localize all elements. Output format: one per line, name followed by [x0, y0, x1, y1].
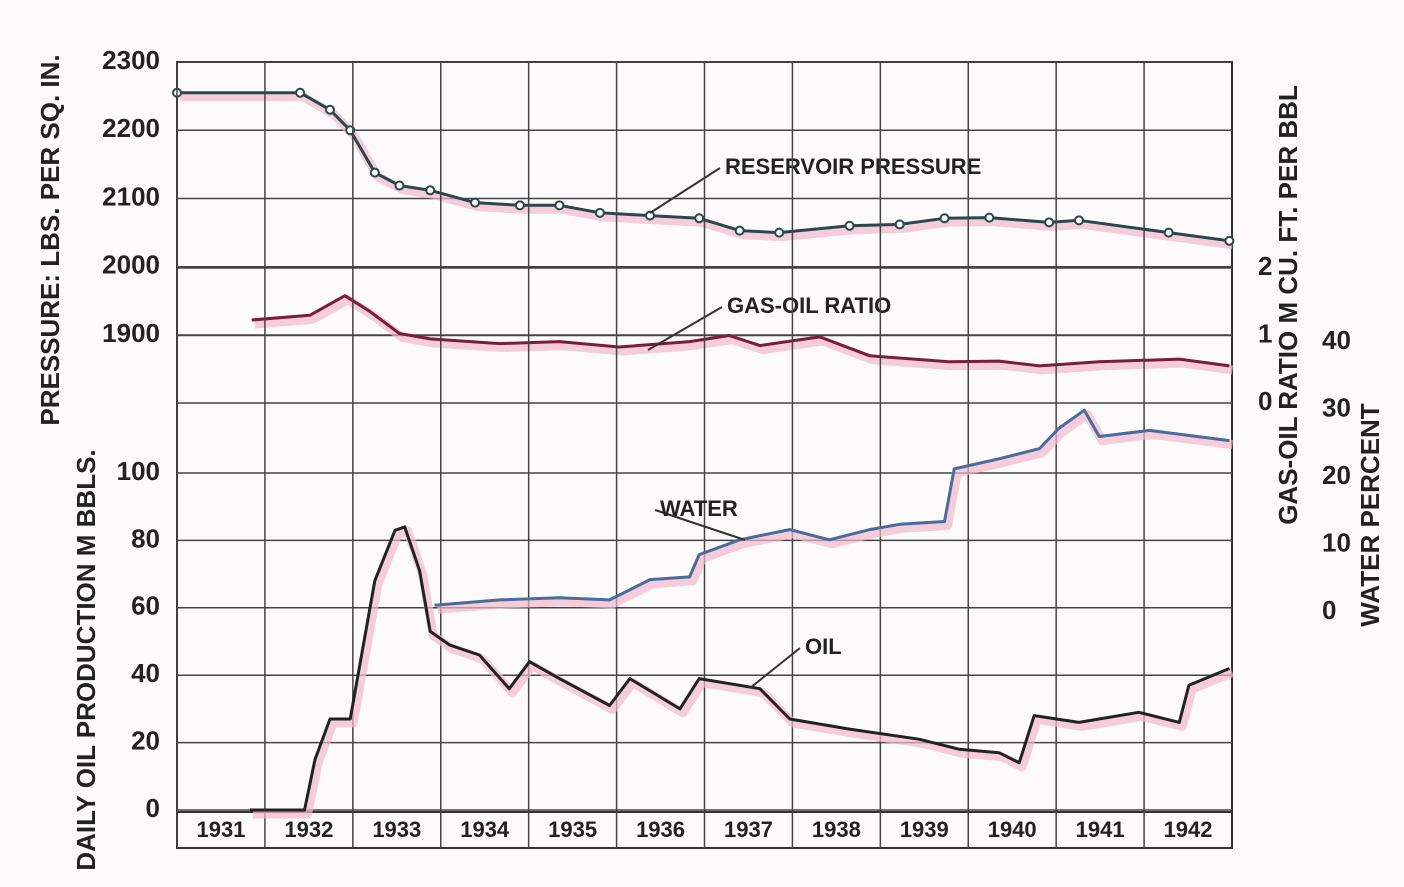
x-tick-label: 1940: [988, 817, 1037, 842]
x-tick-label: 1931: [196, 817, 245, 842]
series-label: GAS-OIL RATIO: [727, 293, 891, 318]
data-point: [1224, 235, 1235, 246]
y-tick-label: 0: [146, 793, 160, 823]
y-axis-label: PRESSURE: LBS. PER SQ. IN.: [35, 54, 65, 425]
data-point: [295, 87, 306, 98]
y2-tick-label: 2: [1258, 251, 1272, 281]
data-point: [1163, 227, 1174, 238]
data-point: [594, 207, 605, 218]
y2-tick-label: 30: [1322, 392, 1351, 422]
data-point: [369, 167, 380, 178]
leader-line: [749, 647, 801, 689]
data-point: [1044, 217, 1055, 228]
y2-tick-label: 0: [1322, 595, 1336, 625]
data-point: [324, 104, 335, 115]
data-point: [1074, 215, 1085, 226]
data-line: [434, 408, 1230, 607]
data-line: [250, 525, 1230, 812]
y2-tick-label: 40: [1322, 325, 1351, 355]
y2-axis-label: WATER PERCENT: [1355, 403, 1385, 627]
x-tick-label: 1937: [724, 817, 773, 842]
data-point: [644, 210, 655, 221]
y-tick-label: 40: [131, 658, 160, 688]
data-line: [251, 294, 1230, 368]
leader-line: [647, 306, 723, 351]
x-tick-label: 1933: [372, 817, 421, 842]
data-point: [425, 185, 436, 196]
data-point: [470, 197, 481, 208]
y-tick-label: 100: [117, 456, 160, 486]
data-point: [939, 213, 950, 224]
data-point: [984, 212, 995, 223]
x-tick-label: 1934: [460, 817, 510, 842]
y-tick-label: 2100: [102, 181, 160, 211]
y-tick-label: 1900: [102, 318, 160, 348]
y2-tick-label: 0: [1258, 386, 1272, 416]
leader-line: [649, 167, 721, 214]
data-point: [844, 220, 855, 231]
x-tick-label: 1938: [812, 817, 861, 842]
x-tick-label: 1941: [1076, 817, 1125, 842]
y-tick-label: 80: [131, 523, 160, 553]
line-shadow: [253, 526, 1235, 819]
y-tick-label: 2300: [102, 45, 160, 75]
leader-line: [654, 509, 746, 541]
x-tick-label: 1932: [284, 817, 333, 842]
y2-tick-label: 20: [1322, 460, 1351, 490]
data-point: [734, 225, 745, 236]
data-point: [774, 227, 785, 238]
data-point: [694, 213, 705, 224]
x-tick-label: 1936: [636, 817, 685, 842]
y-tick-label: 60: [131, 591, 160, 621]
x-tick-label: 1942: [1164, 817, 1213, 842]
series-label: RESERVOIR PRESSURE: [725, 154, 981, 179]
y-tick-label: 2000: [102, 250, 160, 280]
data-point: [394, 180, 405, 191]
series-label: OIL: [805, 634, 842, 659]
data-point: [514, 200, 525, 211]
data-point: [554, 200, 565, 211]
series-label: WATER: [660, 496, 738, 521]
y-tick-label: 20: [131, 725, 160, 755]
data-point: [894, 219, 905, 230]
y-axis-label: DAILY OIL PRODUCTION M BBLS.: [71, 449, 101, 870]
y-tick-label: 2200: [102, 113, 160, 143]
y2-axis-label: GAS-OIL RATIO M CU. FT. PER BBL: [1273, 85, 1303, 525]
y2-tick-label: 10: [1322, 527, 1351, 557]
line-shadow: [437, 409, 1233, 614]
y2-tick-label: 1: [1258, 318, 1272, 348]
x-tick-label: 1939: [900, 817, 949, 842]
x-tick-label: 1935: [548, 817, 597, 842]
